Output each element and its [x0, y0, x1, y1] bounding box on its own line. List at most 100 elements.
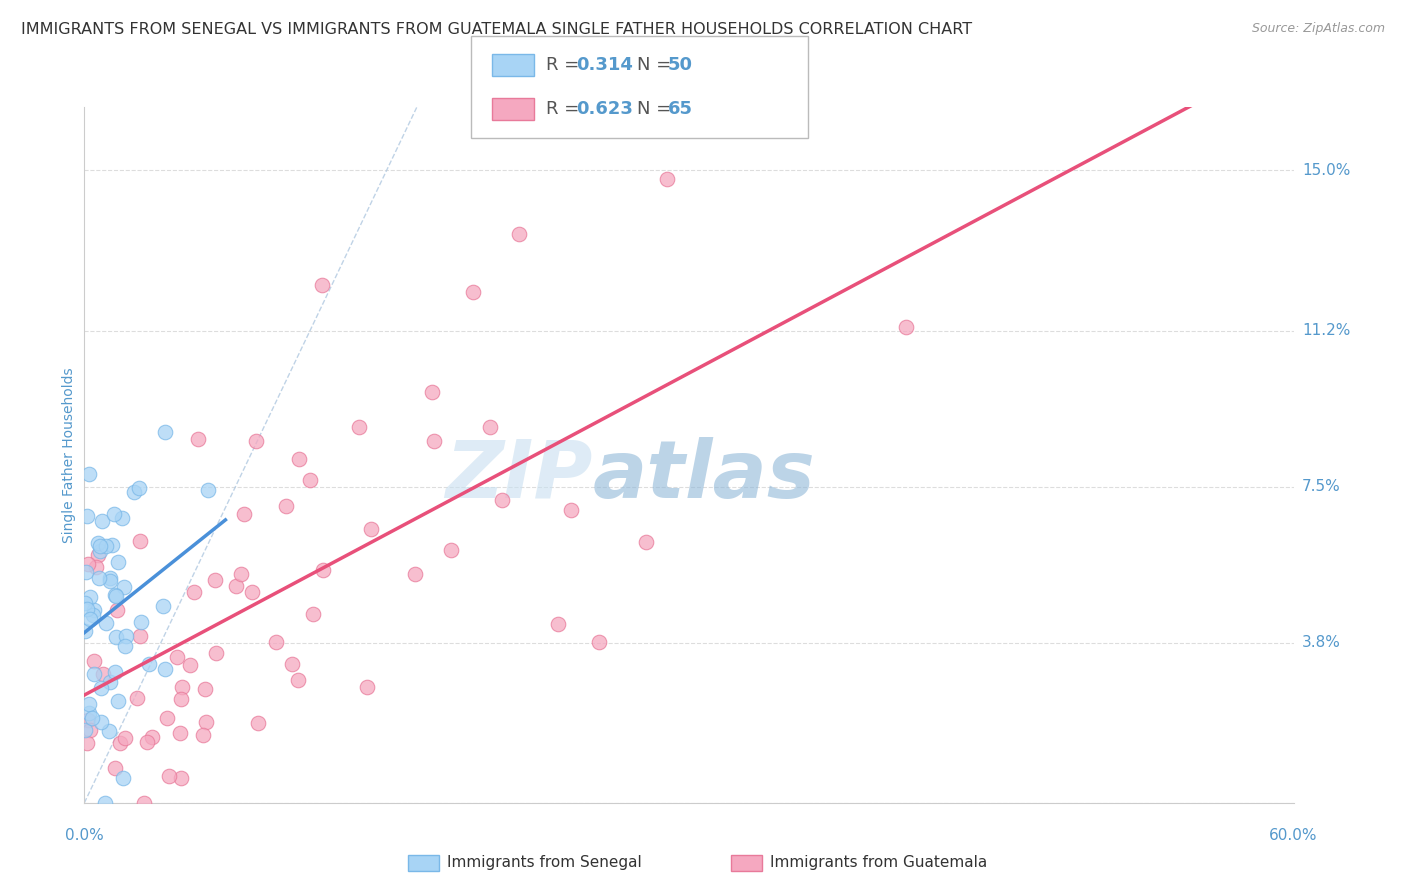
- Point: [82, 607, 104, 622]
- Point: [264, 634, 287, 648]
- Text: 0.623: 0.623: [576, 100, 633, 118]
- Text: atlas: atlas: [592, 437, 815, 515]
- Point: [100, 538, 122, 552]
- Point: [79, 612, 101, 626]
- Point: [360, 522, 382, 536]
- Point: [404, 567, 426, 582]
- Point: [135, 735, 157, 749]
- Point: [91, 515, 114, 529]
- Point: [104, 630, 127, 644]
- Point: [508, 227, 530, 242]
- Point: [153, 425, 176, 439]
- Point: [312, 563, 335, 577]
- Point: [89, 543, 111, 558]
- Point: [157, 769, 180, 783]
- Point: [105, 589, 128, 603]
- Point: [560, 502, 582, 516]
- Point: [98, 574, 121, 589]
- Point: [194, 682, 217, 697]
- Point: [77, 706, 100, 720]
- Point: [93, 796, 115, 810]
- Point: [169, 726, 191, 740]
- Point: [98, 675, 121, 690]
- Point: [79, 723, 101, 737]
- Point: [73, 723, 96, 738]
- Point: [298, 473, 321, 487]
- Point: [83, 603, 105, 617]
- Point: [73, 624, 96, 639]
- Point: [166, 650, 188, 665]
- Point: [76, 508, 98, 523]
- Text: N =: N =: [637, 100, 676, 118]
- Text: 7.5%: 7.5%: [1302, 479, 1340, 494]
- Point: [104, 761, 127, 775]
- Point: [104, 665, 127, 679]
- Point: [111, 511, 134, 525]
- Point: [153, 662, 176, 676]
- Point: [287, 673, 309, 688]
- Point: [225, 579, 247, 593]
- Point: [98, 571, 121, 585]
- Point: [89, 539, 111, 553]
- Point: [478, 420, 501, 434]
- Point: [86, 560, 108, 574]
- Point: [191, 728, 214, 742]
- Text: N =: N =: [637, 56, 676, 74]
- Point: [76, 602, 98, 616]
- Point: [122, 485, 145, 500]
- Point: [96, 539, 118, 553]
- Point: [77, 558, 100, 572]
- Point: [197, 483, 219, 497]
- Point: [76, 736, 98, 750]
- Point: [311, 277, 333, 292]
- Point: [347, 420, 370, 434]
- Point: [79, 590, 101, 604]
- Point: [91, 666, 114, 681]
- Point: [423, 434, 446, 448]
- Point: [127, 691, 149, 706]
- Point: [141, 730, 163, 744]
- Point: [114, 629, 136, 643]
- Point: [240, 584, 263, 599]
- Point: [276, 499, 298, 513]
- Point: [205, 646, 228, 660]
- Text: 3.8%: 3.8%: [1302, 635, 1341, 650]
- Point: [233, 508, 256, 522]
- Text: 15.0%: 15.0%: [1302, 163, 1350, 178]
- Text: 60.0%: 60.0%: [1270, 828, 1317, 843]
- Text: 0.0%: 0.0%: [65, 828, 104, 843]
- Point: [634, 535, 657, 549]
- Point: [114, 639, 136, 653]
- Point: [894, 319, 917, 334]
- Point: [246, 715, 269, 730]
- Point: [96, 615, 118, 630]
- Point: [155, 710, 177, 724]
- Point: [132, 796, 155, 810]
- Point: [98, 723, 121, 738]
- Point: [73, 595, 96, 609]
- Point: [440, 542, 463, 557]
- Point: [80, 711, 103, 725]
- Text: R =: R =: [546, 56, 585, 74]
- Point: [152, 599, 174, 613]
- Point: [129, 533, 152, 548]
- Point: [281, 657, 304, 671]
- Point: [588, 635, 610, 649]
- Point: [83, 654, 105, 668]
- Text: R =: R =: [546, 100, 585, 118]
- Point: [179, 657, 201, 672]
- Point: [170, 691, 193, 706]
- Point: [128, 481, 150, 495]
- Text: ZIP: ZIP: [444, 437, 592, 515]
- Point: [138, 657, 160, 672]
- Text: Source: ZipAtlas.com: Source: ZipAtlas.com: [1251, 22, 1385, 36]
- Point: [90, 715, 112, 730]
- Point: [75, 565, 97, 579]
- Text: Immigrants from Senegal: Immigrants from Senegal: [447, 855, 643, 870]
- Point: [89, 571, 111, 585]
- Point: [356, 680, 378, 694]
- Point: [104, 588, 127, 602]
- Point: [90, 681, 112, 695]
- Point: [204, 573, 226, 587]
- Text: 50: 50: [668, 56, 693, 74]
